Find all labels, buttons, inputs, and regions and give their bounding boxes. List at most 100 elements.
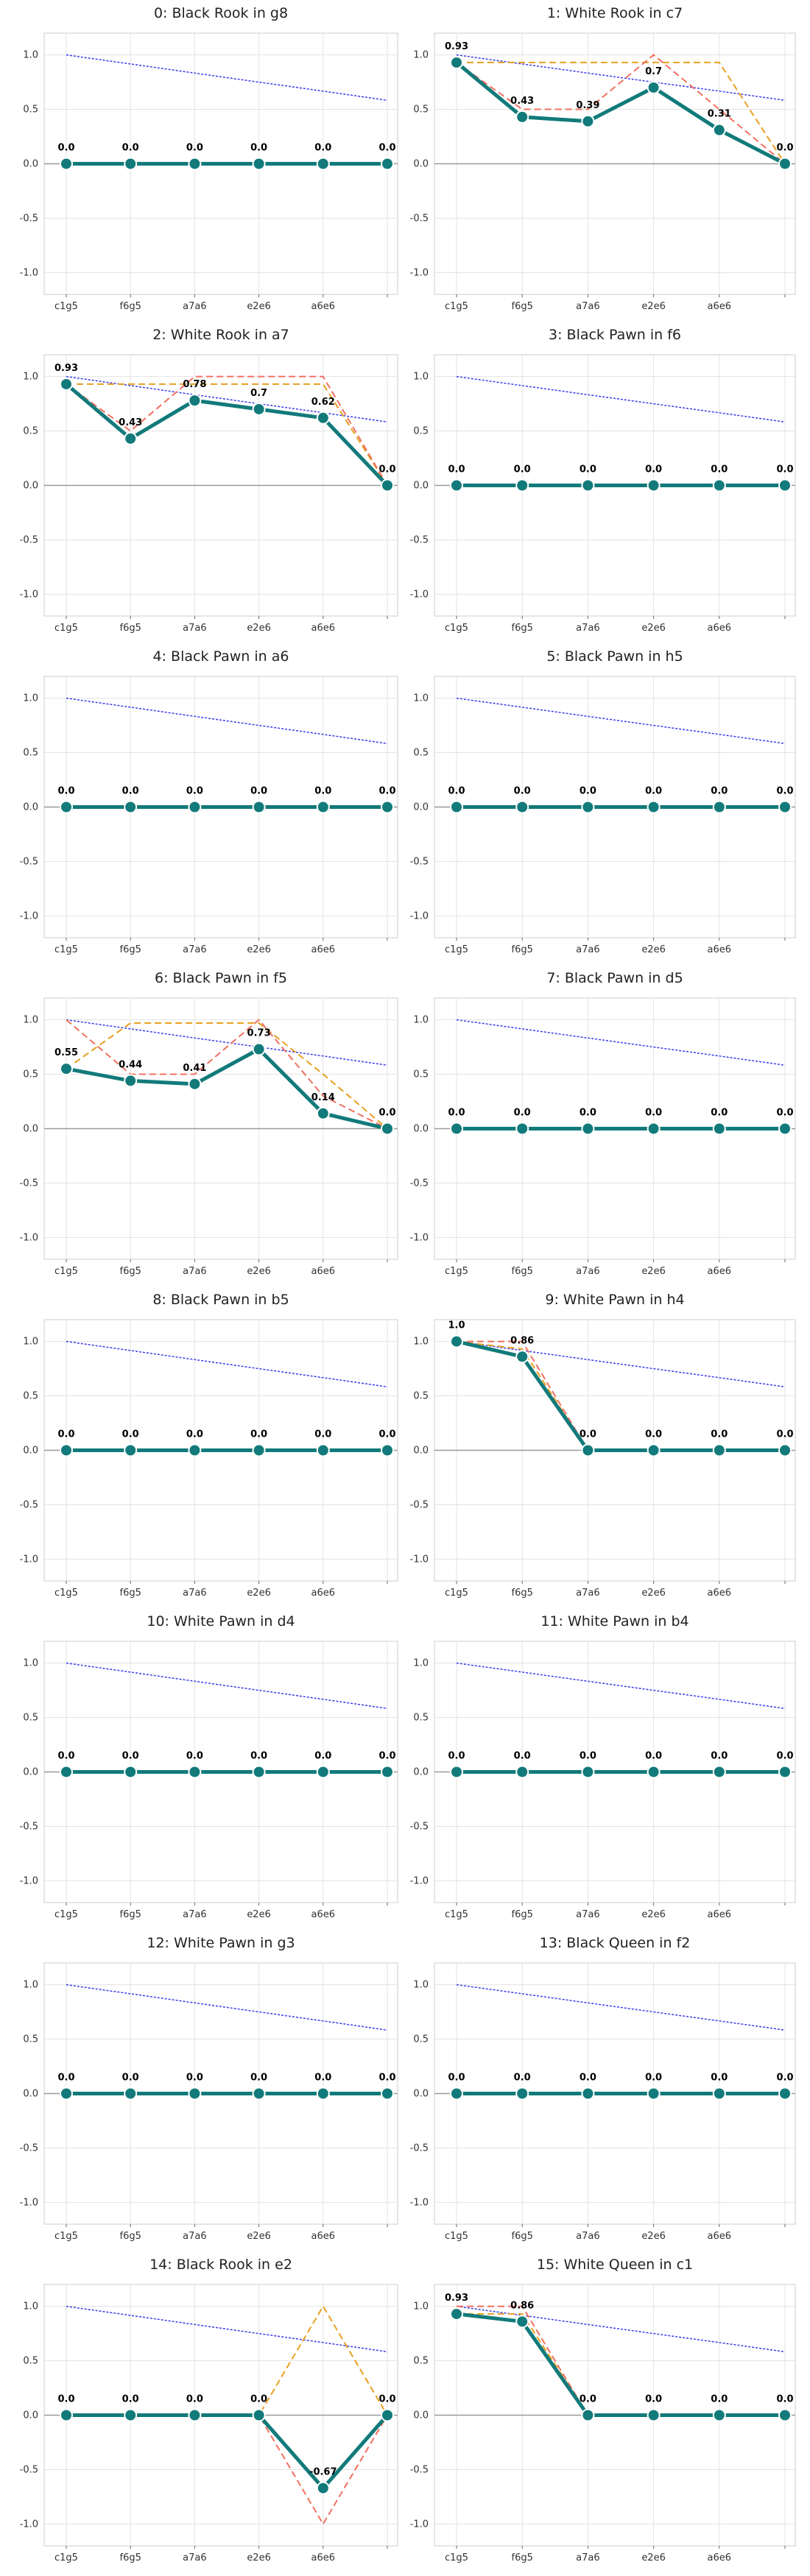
y-tick-label: 0.0 <box>23 2410 38 2421</box>
data-label: 0.0 <box>776 2073 793 2084</box>
chart-svg-1: 1: White Rook in c7 -1.0 -0.5 0.0 0.5 1.0 c1g5… <box>410 5 796 312</box>
data-point <box>124 1074 138 1088</box>
data-label: 0.0 <box>514 786 531 797</box>
data-label: 0.0 <box>314 1751 331 1762</box>
y-tick-label: 0.0 <box>413 2410 429 2421</box>
y-tick-label: 1.0 <box>413 1015 429 1026</box>
x-tick-label: e2e6 <box>641 2552 666 2563</box>
x-tick-label: c1g5 <box>445 1266 468 1277</box>
data-point <box>381 1765 394 1779</box>
data-label: 0.0 <box>186 2394 203 2405</box>
chart-svg-4: 4: Black Pawn in a6 -1.0 -0.5 0.0 0.5 1.0 c1g5… <box>20 648 398 955</box>
data-label: 0.0 <box>645 2073 662 2084</box>
chart-panel-10: 10: White Pawn in d4 -1.0 -0.5 0.0 0.5 1.0 c1g… <box>0 1608 405 1930</box>
data-point <box>316 411 330 425</box>
x-tick-label: a6e6 <box>708 301 732 312</box>
x-tick-label: f6g5 <box>120 1909 141 1920</box>
y-tick-label: -0.5 <box>20 1178 38 1189</box>
y-tick-label: -0.5 <box>20 534 38 545</box>
data-label: 0.7 <box>250 388 267 399</box>
data-point <box>124 1443 138 1457</box>
chart-title: 14: Black Rook in e2 <box>149 2257 292 2273</box>
y-tick-label: 0.0 <box>413 1446 429 1457</box>
chart-svg-5: 5: Black Pawn in h5 -1.0 -0.5 0.0 0.5 1.0 c1g5… <box>410 648 796 955</box>
data-point <box>316 157 330 171</box>
data-point <box>778 1765 792 1779</box>
chart-svg-13: 13: Black Queen in f2 -1.0 -0.5 0.0 0.5 1.0 c1… <box>410 1935 796 2242</box>
data-point <box>60 377 73 391</box>
data-point <box>581 800 595 814</box>
data-label: 0.0 <box>122 143 139 154</box>
y-tick-label: 1.0 <box>23 2301 38 2313</box>
y-tick-label: 1.0 <box>413 1980 429 1991</box>
x-tick-label: a6e6 <box>311 1266 336 1277</box>
data-label: 0.0 <box>250 1751 267 1762</box>
data-label: 0.0 <box>122 786 139 797</box>
data-label: 0.0 <box>580 2394 596 2405</box>
data-point <box>778 800 792 814</box>
x-tick-label: a6e6 <box>708 1266 732 1277</box>
y-tick-label: 0.5 <box>413 2356 429 2367</box>
data-point <box>581 478 595 492</box>
data-label: 0.0 <box>776 464 793 475</box>
y-tick-label: 0.0 <box>23 2089 38 2100</box>
x-tick-label: a7a6 <box>183 623 206 634</box>
data-label: 0.0 <box>186 2073 203 2084</box>
y-tick-label: -0.5 <box>410 213 429 224</box>
data-point <box>712 123 726 137</box>
chart-title: 4: Black Pawn in a6 <box>153 648 289 665</box>
data-point <box>60 1443 73 1457</box>
data-point <box>647 478 661 492</box>
data-point <box>450 2087 463 2101</box>
data-label: 0.0 <box>122 1429 139 1440</box>
y-tick-label: -0.5 <box>20 1499 38 1510</box>
x-tick-label: f6g5 <box>120 623 141 634</box>
series-line-blue-dotted <box>66 54 388 102</box>
chart-title: 1: White Rook in c7 <box>547 5 683 21</box>
y-tick-label: 1.0 <box>23 372 38 383</box>
y-tick-label: 0.0 <box>413 1124 429 1135</box>
data-label: 0.0 <box>57 1751 74 1762</box>
data-point <box>188 1765 202 1779</box>
x-tick-label: a6e6 <box>708 1909 732 1920</box>
data-point <box>712 2087 726 2101</box>
y-tick-label: 1.0 <box>413 1658 429 1669</box>
x-tick-label: a6e6 <box>708 2231 732 2242</box>
data-point <box>381 478 394 492</box>
y-tick-label: 0.0 <box>413 1767 429 1778</box>
data-label: 0.0 <box>776 143 793 154</box>
data-label: 0.0 <box>186 1751 203 1762</box>
series-line-blue-dotted <box>66 1340 388 1388</box>
x-tick-label: f6g5 <box>512 1909 533 1920</box>
data-label: 0.0 <box>57 2394 74 2405</box>
y-tick-label: -0.5 <box>20 1821 38 1832</box>
data-point <box>188 394 202 408</box>
data-label: 0.14 <box>311 1092 335 1103</box>
data-label: 0.0 <box>645 2394 662 2405</box>
data-label: 0.0 <box>250 2394 267 2405</box>
series-line-blue-dotted <box>66 1662 388 1710</box>
x-tick-label: c1g5 <box>54 2552 78 2563</box>
chart-title: 15: White Queen in c1 <box>537 2257 693 2273</box>
series-line-main <box>455 60 786 166</box>
chart-panel-9: 9: White Pawn in h4 -1.0 -0.5 0.0 0.5 1.0 c1g5… <box>405 1287 810 1608</box>
data-point <box>60 1765 73 1779</box>
data-label: 0.41 <box>183 1063 206 1074</box>
y-tick-label: -1.0 <box>410 1554 429 1565</box>
data-point <box>647 1122 661 1136</box>
data-point <box>712 1443 726 1457</box>
x-tick-label: e2e6 <box>247 301 271 312</box>
y-tick-label: -1.0 <box>20 2519 38 2530</box>
x-tick-label: a7a6 <box>183 301 206 312</box>
data-label: 0.0 <box>378 1429 395 1440</box>
y-tick-label: -1.0 <box>20 2197 38 2208</box>
data-label: 0.0 <box>314 2073 331 2084</box>
x-tick-label: e2e6 <box>247 1909 271 1920</box>
data-label: 0.0 <box>580 1108 596 1119</box>
x-tick-label: c1g5 <box>445 2231 468 2242</box>
chart-panel-11: 11: White Pawn in b4 -1.0 -0.5 0.0 0.5 1.0 c1g… <box>405 1608 810 1930</box>
y-tick-label: 1.0 <box>23 1337 38 1348</box>
x-tick-label: f6g5 <box>120 1588 141 1599</box>
series-line-blue-dotted <box>456 697 786 745</box>
